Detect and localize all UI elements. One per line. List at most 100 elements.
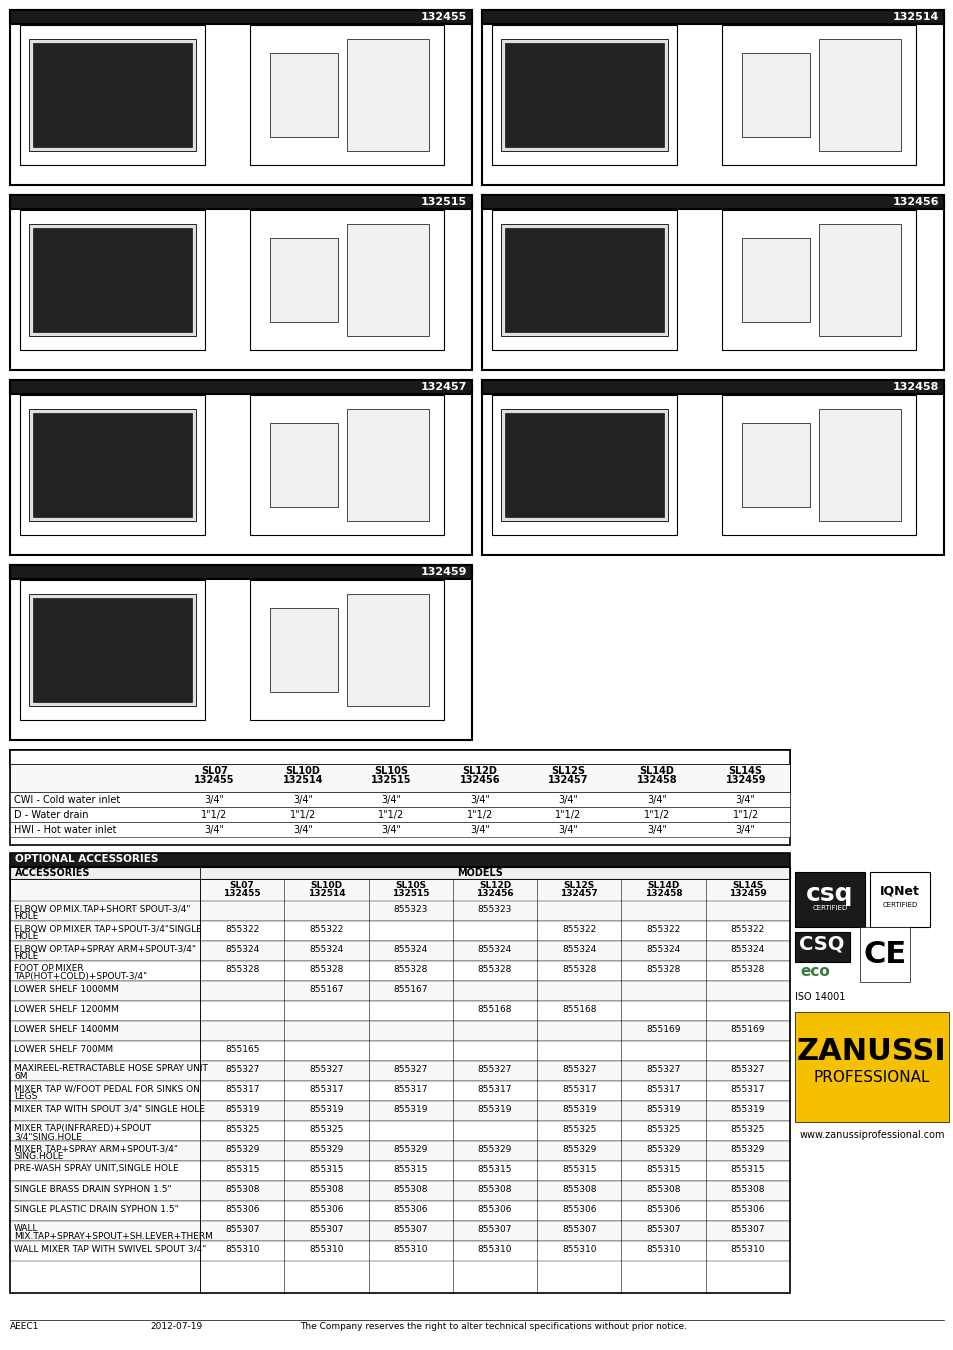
Text: ISO 14001: ISO 14001 — [794, 992, 844, 1002]
Bar — [481, 379, 943, 555]
Text: 855323: 855323 — [394, 904, 428, 914]
Bar — [20, 580, 205, 720]
Text: CERTIFIED: CERTIFIED — [882, 902, 917, 909]
Bar — [10, 1220, 789, 1241]
Text: 132514: 132514 — [282, 775, 323, 784]
Bar — [740, 423, 809, 508]
Text: 855310: 855310 — [561, 1245, 596, 1254]
Text: 855323: 855323 — [477, 904, 512, 914]
Bar — [10, 1102, 789, 1120]
Bar — [10, 807, 789, 822]
Text: 3/4": 3/4" — [558, 795, 578, 805]
Text: 855322: 855322 — [309, 925, 343, 933]
Bar — [10, 921, 789, 941]
Text: 855317: 855317 — [561, 1084, 596, 1094]
Text: PROFESSIONAL: PROFESSIONAL — [813, 1071, 929, 1085]
Text: 1"1/2: 1"1/2 — [732, 810, 758, 819]
Bar — [10, 1181, 789, 1202]
Text: 855165: 855165 — [225, 1045, 259, 1053]
Text: 855317: 855317 — [309, 1084, 343, 1094]
Bar — [10, 1041, 789, 1061]
Bar — [10, 1000, 789, 1021]
Text: 855307: 855307 — [393, 1224, 428, 1234]
Bar — [33, 228, 192, 332]
Text: 855310: 855310 — [477, 1245, 512, 1254]
Text: 855310: 855310 — [309, 1245, 343, 1254]
Text: IQNet: IQNet — [879, 886, 919, 898]
Bar — [250, 396, 444, 535]
Text: 3/4": 3/4" — [293, 795, 313, 805]
Text: 855169: 855169 — [730, 1025, 764, 1034]
Bar — [10, 900, 789, 921]
Text: 855328: 855328 — [477, 964, 512, 973]
Bar — [10, 9, 472, 24]
Bar — [500, 224, 667, 336]
Text: csq: csq — [805, 882, 853, 906]
Text: MIX.TAP+SPRAY+SPOUT+SH.LEVER+THERM: MIX.TAP+SPRAY+SPOUT+SH.LEVER+THERM — [14, 1233, 213, 1241]
Bar — [819, 224, 900, 336]
Text: SINGLE PLASTIC DRAIN SYPHON 1.5": SINGLE PLASTIC DRAIN SYPHON 1.5" — [14, 1204, 178, 1214]
Text: TAP(HOT+COLD)+SPOUT-3/4": TAP(HOT+COLD)+SPOUT-3/4" — [14, 972, 147, 981]
Text: ELBOW OP.MIXER TAP+SPOUT-3/4"SINGLE: ELBOW OP.MIXER TAP+SPOUT-3/4"SINGLE — [14, 923, 201, 933]
Text: 855328: 855328 — [730, 964, 764, 973]
Text: HOLE: HOLE — [14, 952, 38, 961]
Text: 855319: 855319 — [393, 1104, 428, 1114]
Bar — [10, 1141, 789, 1161]
Bar — [794, 931, 849, 963]
Text: 855325: 855325 — [561, 1125, 596, 1134]
Text: LOWER SHELF 1400MM: LOWER SHELF 1400MM — [14, 1025, 118, 1034]
Text: 855306: 855306 — [730, 1204, 764, 1214]
Text: 855328: 855328 — [561, 964, 596, 973]
Bar — [250, 580, 444, 720]
Text: ELBOW OP.TAP+SPRAY ARM+SPOUT-3/4": ELBOW OP.TAP+SPRAY ARM+SPOUT-3/4" — [14, 944, 195, 953]
Text: 855307: 855307 — [730, 1224, 764, 1234]
Text: 3/4": 3/4" — [646, 825, 666, 836]
Text: 855315: 855315 — [730, 1165, 764, 1173]
Text: 855317: 855317 — [225, 1084, 259, 1094]
Bar — [481, 379, 943, 394]
Bar — [30, 224, 195, 336]
Text: 1"1/2: 1"1/2 — [201, 810, 227, 819]
Text: 855307: 855307 — [309, 1224, 343, 1234]
Text: 132456: 132456 — [476, 890, 514, 898]
Text: AEEC1: AEEC1 — [10, 1322, 39, 1331]
Text: www.zanussiprofessional.com: www.zanussiprofessional.com — [799, 1130, 943, 1139]
Bar — [500, 409, 667, 521]
Text: 855307: 855307 — [477, 1224, 512, 1234]
Text: 855317: 855317 — [730, 1084, 764, 1094]
Text: 855167: 855167 — [393, 984, 428, 994]
Text: 855308: 855308 — [225, 1184, 259, 1193]
Text: 855324: 855324 — [225, 945, 259, 953]
Text: 855319: 855319 — [561, 1104, 596, 1114]
Text: 855319: 855319 — [645, 1104, 680, 1114]
Text: SL12D: SL12D — [478, 882, 511, 890]
Bar — [481, 9, 943, 185]
Text: 855306: 855306 — [477, 1204, 512, 1214]
Text: SL10S: SL10S — [395, 882, 426, 890]
Text: 855328: 855328 — [309, 964, 343, 973]
Bar — [10, 792, 789, 807]
Bar — [33, 43, 192, 147]
Bar — [10, 867, 789, 879]
Text: 855327: 855327 — [730, 1065, 764, 1073]
Text: 132455: 132455 — [420, 12, 467, 22]
Text: 855308: 855308 — [561, 1184, 596, 1193]
Text: LOWER SHELF 1200MM: LOWER SHELF 1200MM — [14, 1004, 118, 1014]
Bar — [10, 961, 789, 981]
Text: 6M: 6M — [14, 1072, 28, 1081]
Text: 855319: 855319 — [225, 1104, 259, 1114]
Bar — [10, 764, 789, 792]
Text: 855319: 855319 — [477, 1104, 512, 1114]
Text: 132458: 132458 — [892, 382, 938, 391]
Text: 855324: 855324 — [646, 945, 680, 953]
Text: 855310: 855310 — [645, 1245, 680, 1254]
Text: 132455: 132455 — [193, 775, 234, 784]
Bar — [492, 211, 676, 350]
Bar — [250, 26, 444, 165]
Text: LOWER SHELF 700MM: LOWER SHELF 700MM — [14, 1045, 113, 1053]
Text: 855325: 855325 — [646, 1125, 680, 1134]
Bar — [500, 39, 667, 151]
Text: 855317: 855317 — [645, 1084, 680, 1094]
Text: SL14S: SL14S — [731, 882, 762, 890]
Bar — [10, 566, 472, 579]
